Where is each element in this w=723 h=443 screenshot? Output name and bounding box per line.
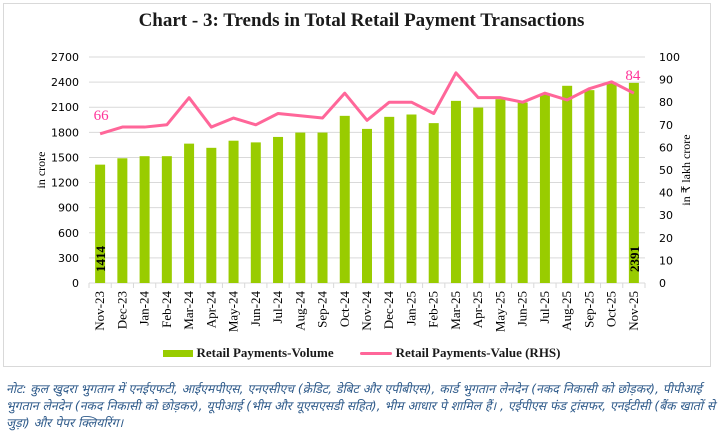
left-tick-label: 2100 bbox=[51, 101, 79, 114]
left-tick-label: 2400 bbox=[51, 76, 79, 89]
volume-bar bbox=[95, 164, 106, 283]
volume-bar bbox=[273, 136, 284, 283]
x-tick-label: Apr-24 bbox=[203, 291, 218, 329]
volume-bar bbox=[206, 147, 217, 283]
volume-bar bbox=[628, 82, 639, 283]
left-axis-ticks: 0 300 600 900 1200 1500 1800 2100 2400 2700 bbox=[51, 51, 79, 290]
right-tick-label: 30 bbox=[659, 209, 673, 222]
volume-bar bbox=[250, 142, 261, 283]
x-tick-label: Aug-25 bbox=[559, 291, 574, 331]
x-tick-label: Dec-24 bbox=[381, 291, 396, 330]
right-axis-title: in ₹ lakh crore bbox=[679, 134, 693, 205]
x-axis-ticks: Nov-23 Dec-23 Jan-24 Feb-24 Mar-24 Apr-24 May-… bbox=[92, 291, 641, 333]
volume-bar bbox=[161, 156, 172, 283]
svg-text:66: 66 bbox=[94, 108, 110, 124]
volume-bar bbox=[406, 114, 417, 283]
right-tick-label: 100 bbox=[659, 51, 680, 64]
legend-item-value: Retail Payments-Value (RHS) bbox=[359, 345, 561, 361]
left-tick-label: 300 bbox=[58, 252, 79, 265]
left-tick-label: 0 bbox=[72, 277, 79, 290]
data-labels: 1414 2391 66 84 bbox=[93, 68, 642, 272]
volume-bar bbox=[517, 102, 528, 283]
svg-text:1414: 1414 bbox=[93, 246, 108, 273]
legend-label-value: Retail Payments-Value (RHS) bbox=[395, 345, 561, 360]
volume-bar bbox=[495, 99, 506, 283]
bar-swatch-icon bbox=[162, 349, 193, 357]
left-tick-label: 1200 bbox=[51, 177, 79, 190]
legend-item-volume: Retail Payments-Volume bbox=[162, 345, 334, 361]
x-tick-label: May-25 bbox=[492, 291, 507, 332]
line-swatch-icon bbox=[359, 351, 392, 355]
volume-bar bbox=[184, 143, 195, 283]
volume-bar bbox=[539, 93, 550, 283]
x-tick-label: Jun-25 bbox=[515, 291, 530, 326]
x-tick-label: Sep-25 bbox=[581, 291, 596, 328]
x-tick-label: Jan-24 bbox=[137, 291, 152, 326]
x-tick-label: Feb-25 bbox=[426, 291, 441, 328]
volume-bar bbox=[339, 115, 350, 283]
value-line bbox=[99, 71, 635, 136]
right-tick-label: 50 bbox=[659, 164, 673, 177]
x-tick-label: Mar-25 bbox=[448, 291, 463, 330]
volume-bar bbox=[384, 116, 395, 283]
volume-bar bbox=[362, 128, 372, 283]
left-tick-label: 1500 bbox=[51, 151, 79, 164]
volume-bar bbox=[562, 85, 573, 284]
x-tick-label: Feb-24 bbox=[159, 291, 174, 328]
volume-bar bbox=[450, 100, 461, 283]
left-tick-label: 2700 bbox=[51, 51, 79, 64]
left-tick-label: 600 bbox=[58, 227, 79, 240]
volume-bar bbox=[317, 132, 328, 283]
right-tick-label: 40 bbox=[659, 187, 673, 200]
x-tick-label: Jun-24 bbox=[248, 291, 263, 327]
right-tick-label: 10 bbox=[659, 254, 673, 267]
x-tick-label: Apr-25 bbox=[470, 291, 485, 328]
volume-bar bbox=[139, 156, 150, 283]
x-tick-label: Oct-25 bbox=[604, 291, 619, 327]
x-tick-label: Oct-24 bbox=[337, 291, 352, 328]
footnote: नोट: कुल खुदरा भुगतान में एनईएफटी, आईएमप… bbox=[6, 382, 716, 430]
volume-bar bbox=[584, 90, 595, 283]
x-tick-label: Nov-23 bbox=[92, 291, 107, 331]
svg-text:2391: 2391 bbox=[627, 246, 642, 272]
left-axis-title: in crore bbox=[34, 152, 48, 189]
x-tick-label: Nov-25 bbox=[626, 291, 641, 331]
right-tick-label: 0 bbox=[659, 277, 666, 290]
volume-bars bbox=[95, 82, 639, 284]
right-tick-label: 90 bbox=[659, 74, 673, 87]
volume-bar bbox=[473, 107, 484, 283]
x-tick-label: Dec-23 bbox=[114, 291, 129, 329]
x-tick-label: Jul-24 bbox=[270, 291, 285, 324]
legend-label-volume: Retail Payments-Volume bbox=[196, 345, 334, 360]
x-tick-label: Sep-24 bbox=[315, 291, 330, 328]
x-tick-label: Mar-24 bbox=[181, 291, 196, 330]
x-tick-label: Jan-25 bbox=[403, 291, 418, 326]
right-tick-label: 60 bbox=[659, 141, 673, 154]
left-tick-label: 1800 bbox=[51, 126, 79, 139]
x-tick-label: Aug-24 bbox=[292, 291, 307, 331]
svg-text:84: 84 bbox=[625, 68, 641, 84]
volume-bar bbox=[295, 132, 306, 283]
volume-bar bbox=[117, 158, 128, 283]
legend: Retail Payments-Volume Retail Payments-V… bbox=[0, 345, 723, 361]
right-tick-label: 80 bbox=[659, 96, 673, 109]
right-tick-label: 20 bbox=[659, 232, 673, 245]
right-tick-label: 70 bbox=[659, 119, 673, 132]
volume-bar bbox=[428, 123, 439, 284]
volume-bar bbox=[606, 83, 617, 283]
x-tick-label: Nov-24 bbox=[359, 291, 374, 331]
x-tick-label: Jul-25 bbox=[537, 291, 552, 324]
x-tick-label: May-24 bbox=[226, 291, 241, 333]
chart-title: Chart - 3: Trends in Total Retail Paymen… bbox=[138, 10, 585, 31]
left-tick-label: 900 bbox=[58, 202, 79, 215]
volume-bar bbox=[228, 140, 239, 283]
right-axis-ticks: 0 10 20 30 40 50 60 70 80 90 100 bbox=[659, 51, 680, 290]
combo-chart: 0 300 600 900 1200 1500 1800 2100 2400 2700 0 10 20… bbox=[34, 51, 693, 333]
